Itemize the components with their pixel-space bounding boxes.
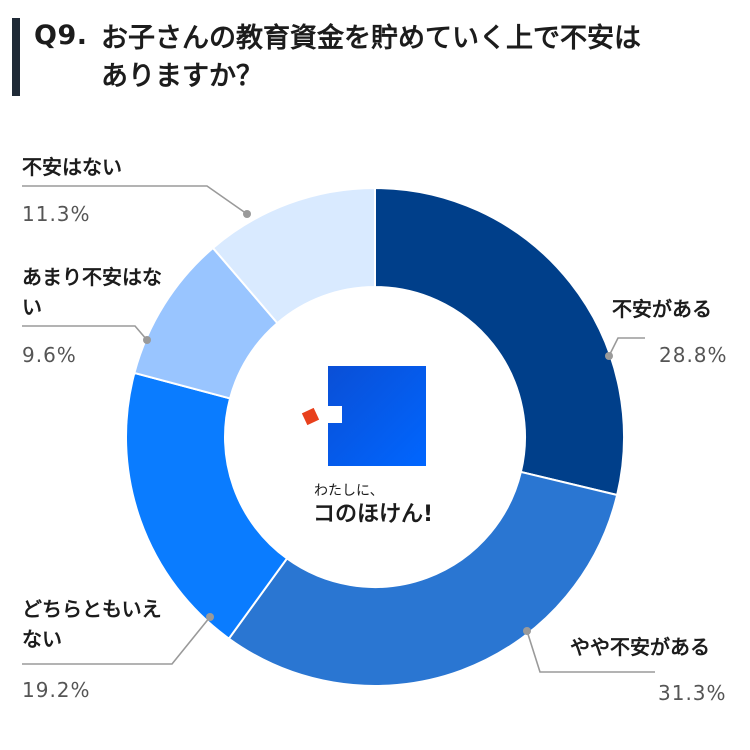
label-not-very-anxious: あまり不安はない — [22, 265, 162, 319]
leader-dot-neither — [206, 613, 214, 621]
value-anxious: 28.8% — [659, 343, 728, 367]
label-neither: どちらともいえない — [22, 597, 162, 651]
leader-dot-not-anxious — [243, 210, 251, 218]
leader-line-not-very-anxious — [22, 325, 148, 341]
label-not-anxious: 不安はない — [22, 155, 122, 179]
leader-dot-not-very-anxious — [143, 336, 151, 344]
value-somewhat-anxious: 31.3% — [658, 681, 727, 705]
title-accent-bar — [12, 18, 20, 96]
value-not-very-anxious: 9.6% — [22, 343, 77, 367]
question-title: お子さんの教育資金を貯めていく上で不安はありますか？ — [101, 23, 641, 92]
label-anxious: 不安がある — [612, 297, 712, 321]
value-neither: 19.2% — [22, 678, 91, 702]
slice-neither — [125, 371, 289, 641]
leader-line-not-anxious — [22, 185, 248, 215]
slice-anxious — [374, 186, 625, 497]
slice-not-anxious — [211, 186, 376, 325]
leader-dot-anxious — [605, 352, 613, 360]
logo-text-small: わたしに、 — [314, 483, 384, 499]
question-number: Q9. — [34, 20, 88, 51]
leader-line-somewhat-anxious — [526, 630, 655, 673]
value-not-anxious: 11.3% — [22, 202, 91, 226]
leader-line-anxious — [608, 337, 645, 357]
logo-mark — [301, 366, 426, 466]
label-somewhat-anxious: やや不安がある — [570, 635, 710, 659]
slice-somewhat-anxious — [227, 470, 619, 687]
logo-text-main: コのほけん! — [313, 502, 434, 527]
leader-dot-somewhat-anxious — [523, 627, 531, 635]
leader-line-neither — [22, 616, 211, 665]
